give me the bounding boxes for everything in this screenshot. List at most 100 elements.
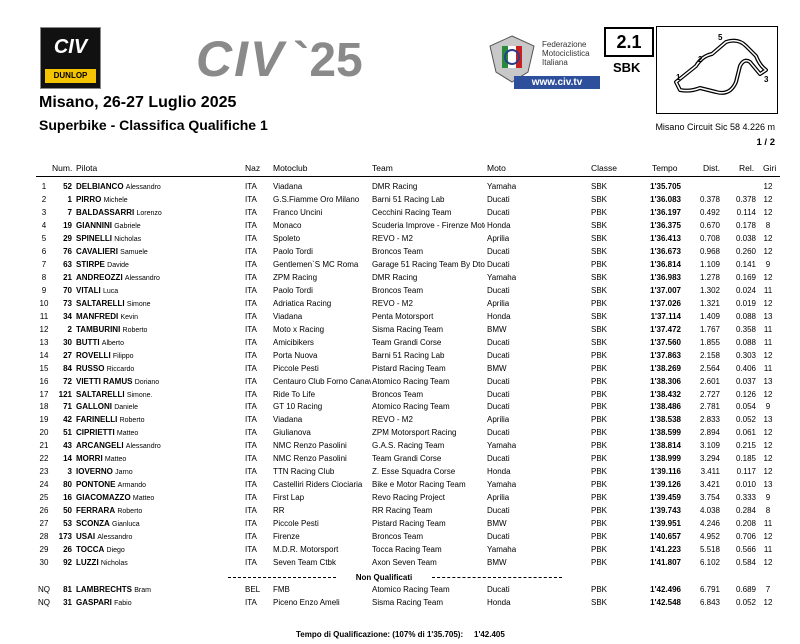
gap-first: 2.727 xyxy=(699,389,720,399)
gap-previous: 0.061 xyxy=(735,428,756,438)
first-name: Bram xyxy=(134,587,151,594)
brand-year: `25 xyxy=(293,34,363,87)
team: Atomico Racing Team xyxy=(372,402,450,412)
nationality: ITA xyxy=(245,532,257,542)
laps: 12 xyxy=(763,350,773,360)
footer-label: Tempo di Qualificazione: (107% di 1'35.7… xyxy=(296,630,464,639)
laps: 12 xyxy=(763,272,773,282)
rider-number: 71 xyxy=(63,402,72,412)
lap-time: 1'42.548 xyxy=(650,598,681,607)
first-name: Riccardo xyxy=(106,365,135,373)
team: Pistard Racing Team xyxy=(372,519,446,529)
gap-previous: 0.088 xyxy=(735,337,756,347)
class: SBK xyxy=(591,220,608,230)
gap-previous: 0.052 xyxy=(735,415,756,425)
nationality: ITA xyxy=(245,558,257,568)
table-row: 12 2 TAMBURINI Roberto ITA Moto x Racing Sism… xyxy=(0,325,800,336)
lap-time: 1'38.432 xyxy=(650,389,681,399)
column-header: Pilota xyxy=(76,163,98,173)
page-number: 1 / 2 xyxy=(756,137,776,148)
class: SBK xyxy=(591,337,608,347)
website: www.civ.tv xyxy=(514,76,600,89)
surname: FERRARA xyxy=(76,506,116,516)
table-row: 13 30 BUTTI Alberto ITA Amicibikers Team Gran… xyxy=(0,338,800,349)
first-name: Roberto xyxy=(117,508,143,516)
lap-time: 1'41.807 xyxy=(650,558,681,568)
bike: Ducati xyxy=(487,337,510,347)
lap-time: 1'37.026 xyxy=(650,298,681,308)
first-name: Nicholas xyxy=(114,235,142,243)
first-name: Matteo xyxy=(104,456,127,464)
nationality: ITA xyxy=(245,376,257,386)
lap-time: 1'38.599 xyxy=(650,428,681,438)
gap-previous: 0.088 xyxy=(735,311,756,321)
position: 8 xyxy=(41,272,47,282)
bike: Honda xyxy=(487,467,511,477)
gap-first: 1.109 xyxy=(699,259,720,269)
surname: PIRRO xyxy=(76,194,102,204)
motoclub: Ride To Life xyxy=(273,389,316,399)
rider: DELBIANCO Alessandro xyxy=(76,182,242,193)
surname: SCONZA xyxy=(76,519,110,529)
table-row: NQ 81 LAMBRECHTS Bram BEL FMB Atomico Racing … xyxy=(0,585,800,596)
gap-first: 1.302 xyxy=(699,285,720,295)
first-name: Luca xyxy=(102,287,119,295)
motoclub: Seven Team Ctbk xyxy=(273,558,336,568)
first-name: Gianluca xyxy=(112,521,140,529)
motoclub: Franco Uncini xyxy=(273,207,323,217)
position: 21 xyxy=(39,441,49,451)
civ-logo: CIV DUNLOP xyxy=(40,27,101,89)
laps: 12 xyxy=(763,389,773,399)
table-row: 16 72 VIETTI RAMUS Doriano ITA Centauro Club… xyxy=(0,377,800,388)
column-header: Naz xyxy=(245,163,261,173)
rider-number: 34 xyxy=(63,311,72,321)
table-row: 23 3 IOVERNO Jarno ITA TTN Racing Club Z. Ess… xyxy=(0,467,800,478)
rider: SALTARELLI Simone. xyxy=(76,390,242,401)
first-name: Doriano xyxy=(134,378,160,386)
bike: Ducati xyxy=(487,246,510,256)
column-header: Dist. xyxy=(703,163,720,173)
motoclub: Piccole Pesti xyxy=(273,519,319,529)
gap-previous: 0.024 xyxy=(735,285,756,295)
rider: LUZZI Nicholas xyxy=(76,558,242,569)
rider-number: 73 xyxy=(63,298,72,308)
position: 5 xyxy=(41,233,47,243)
gap-first: 2.601 xyxy=(699,376,720,386)
gap-previous: 0.303 xyxy=(735,350,756,360)
surname: VIETTI RAMUS xyxy=(76,376,133,386)
column-header: Num. xyxy=(52,163,73,173)
title: Misano, 26-27 Luglio 2025 xyxy=(39,94,237,111)
rider-number: 1 xyxy=(67,194,72,204)
bike: Ducati xyxy=(487,207,510,217)
rider: TOCCA Diego xyxy=(76,545,242,556)
bike: Ducati xyxy=(487,285,510,295)
bike: Ducati xyxy=(487,506,510,516)
nationality: ITA xyxy=(245,493,257,503)
surname: FARINELLI xyxy=(76,415,118,425)
track-label: 5 xyxy=(718,33,723,42)
nationality: ITA xyxy=(245,182,257,191)
session-box: 2.1 xyxy=(604,27,654,57)
gap-first: 4.038 xyxy=(699,506,720,516)
rider-number: 27 xyxy=(63,350,72,360)
laps: 12 xyxy=(763,532,773,542)
table-row: 9 70 VITALI Luca ITA Paolo Tordi Broncos Team… xyxy=(0,286,800,297)
first-name: Simone. xyxy=(126,391,153,399)
lap-time: 1'37.472 xyxy=(650,324,681,334)
nationality: ITA xyxy=(245,220,257,230)
bike: Yamaha xyxy=(487,480,517,490)
nationality: ITA xyxy=(245,598,257,607)
first-name: Lorenzo xyxy=(136,209,162,217)
motoclub: NMC Renzo Pasolini xyxy=(273,454,347,464)
laps: 12 xyxy=(763,194,773,204)
surname: IOVERNO xyxy=(76,467,113,477)
motoclub: ZPM Racing xyxy=(273,272,318,282)
rider: SPINELLI Nicholas xyxy=(76,234,242,245)
team: Scuderia Improve - Firenze Motor xyxy=(372,220,485,230)
nationality: ITA xyxy=(245,454,257,464)
nationality: ITA xyxy=(245,415,257,425)
class: PBK xyxy=(591,558,608,568)
surname: DELBIANCO xyxy=(76,182,124,191)
rider-number: 81 xyxy=(63,585,72,594)
bike: Ducati xyxy=(487,376,510,386)
